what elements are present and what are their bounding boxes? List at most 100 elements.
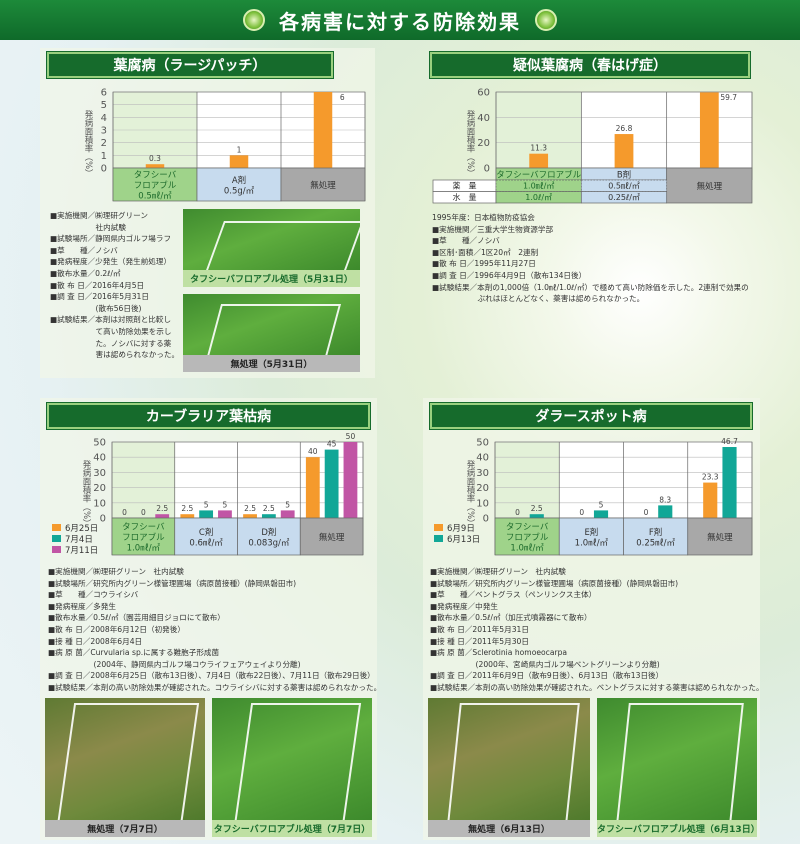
info-line: ■草 種／ノシバ xyxy=(432,236,500,246)
bar xyxy=(261,514,276,518)
bar xyxy=(155,514,170,518)
photo-caption: タフシーバフロアブル処理（5月31日） xyxy=(183,270,360,287)
category-label: 無処理 xyxy=(319,532,345,543)
y-tick-label: 10 xyxy=(93,498,106,509)
info-line: ■試験場所／静岡県内ゴルフ場ラフ xyxy=(50,234,172,244)
turf-photo xyxy=(428,698,590,820)
trial-info: ■実施機関／㈱理研グリーン 社内試験 ■試験場所／研究所内グリーン様管理圃場（病原… xyxy=(48,566,381,694)
bar xyxy=(305,457,320,518)
bar xyxy=(614,134,634,168)
info-line: ■実施機関／㈱理研グリーン 社内試験 xyxy=(430,567,566,576)
category-label: タフシーバ xyxy=(506,523,549,533)
info-line: ■接 種 日／2008年6月4日 xyxy=(48,636,143,646)
trial-info: ■実施機関／㈱理研グリーン 社内試験 ■試験場所／研究所内グリーン様管理圃場（病原… xyxy=(430,566,764,694)
data-label: 45 xyxy=(327,440,337,449)
photo-caption: タフシーバフロアブル処理（6月13日） xyxy=(597,820,760,837)
info-line: ■試験結果／本剤の高い防除効果が確認された。コウライシバに対する薬害は認められな… xyxy=(48,682,382,692)
legend-swatch xyxy=(434,524,443,531)
legend-label: 6月25日 xyxy=(65,524,98,534)
info-line: ■調 査 日／1996年4月9日（散布134日後） xyxy=(432,270,587,280)
category-label: タフシーバフロアブル xyxy=(496,170,581,181)
info-line: ■試験結果／本剤の1,000倍（1.0㎖/1.0ℓ/㎡）で極めて高い防除価を示し… xyxy=(432,282,749,292)
info-line: 害は認められなかった。 xyxy=(50,350,180,360)
page-title: 各病害に対する防除効果 xyxy=(279,9,521,34)
category-label: F剤 xyxy=(649,527,662,538)
info-line: ■草 種／ベントグラス（ペンリンクス主体） xyxy=(430,590,597,600)
y-tick-label: 50 xyxy=(93,438,106,449)
category-label: 無処理 xyxy=(310,180,336,191)
category-cell xyxy=(280,167,366,202)
info-line: ■散布水量／0.2ℓ/㎡ xyxy=(50,268,121,278)
info-line: ■実施機関／㈱理研グリーン 社内試験 xyxy=(48,567,184,576)
data-label: 1 xyxy=(237,145,242,154)
bar xyxy=(280,510,295,518)
category-label: フロアブル xyxy=(134,180,177,191)
dosage-value: 1.0ℓ/㎡ xyxy=(525,193,552,202)
photo-caption: 無処理（7月7日） xyxy=(45,820,205,837)
data-label: 0 xyxy=(122,508,127,517)
legend-swatch xyxy=(434,535,443,542)
legend-label: 6月13日 xyxy=(447,535,480,545)
info-line: ■散布水量／0.5ℓ/㎡（園芸用細目ジョロにて散布） xyxy=(48,613,225,623)
row-label: 水 量 xyxy=(453,192,477,202)
y-tick-label: 30 xyxy=(93,468,106,479)
turf-photo xyxy=(45,698,205,820)
bar xyxy=(699,92,719,168)
info-line: ■散 布 日／1995年11月27日 xyxy=(432,259,536,269)
info-line: 社内試験 xyxy=(50,222,126,232)
info-line: ■区制･面積／1区20㎡ 2連制 xyxy=(432,247,539,257)
bar xyxy=(658,505,673,518)
data-label: 2.5 xyxy=(531,504,543,513)
photo-caption: 無処理（6月13日） xyxy=(428,820,590,837)
category-label: フロアブル xyxy=(506,532,549,543)
info-line: ■調 査 日／2016年5月31日 xyxy=(50,292,149,302)
y-tick-label: 2 xyxy=(101,138,107,149)
category-label: D剤 xyxy=(261,527,276,538)
highlight-column-bg xyxy=(495,442,560,518)
data-label: 2.5 xyxy=(156,504,168,513)
category-label: タフシーバ xyxy=(122,523,165,533)
y-tick-label: 40 xyxy=(476,453,489,464)
data-label: 5 xyxy=(204,500,209,509)
section-title: 葉腐病（ラージパッチ） xyxy=(47,52,333,78)
turf-photo xyxy=(597,698,757,820)
info-line: ■散 布 日／2008年6月12日（初発後） xyxy=(48,624,185,634)
info-line: ■接 種 日／2011年5月30日 xyxy=(430,636,529,646)
data-label: 26.8 xyxy=(616,124,633,133)
bar xyxy=(229,155,249,168)
info-line: (2000年、宮崎県内ゴルフ場ベントグリーンより分離) xyxy=(430,659,660,669)
info-line: (2004年、静岡県内ゴルフ場コウライフェアウェイより分離) xyxy=(48,659,301,669)
y-tick-label: 0 xyxy=(484,164,490,175)
info-line: ■病 原 菌／Sclerotinia homoeocarpa xyxy=(430,648,568,658)
info-line: ■散 布 日／2016年4月5日 xyxy=(50,280,145,290)
category-label: 0.6㎖/㎡ xyxy=(189,538,223,548)
data-label: 2.5 xyxy=(244,504,256,513)
category-label: B剤 xyxy=(617,170,631,181)
legend-label: 7月4日 xyxy=(65,535,93,545)
bar xyxy=(593,510,609,518)
info-line: ■実施機関／三重大学生物資源学部 xyxy=(432,224,554,234)
dosage-value: 0.5㎖/㎡ xyxy=(608,182,639,191)
info-line: ■試験結果／本剤の高い防除効果が確認された。ベントグラスに対する薬害は認められな… xyxy=(430,682,764,692)
info-line: ■試験場所／研究所内グリーン様管理圃場（病原菌接種）(静岡県磐田市) xyxy=(430,578,679,588)
photo-caption: 無処理（5月31日） xyxy=(183,355,360,372)
section-title: カーブラリア葉枯病 xyxy=(47,403,370,429)
category-cell xyxy=(112,167,198,202)
y-tick-label: 5 xyxy=(101,100,107,111)
data-label: 0 xyxy=(515,508,520,517)
y-tick-label: 10 xyxy=(476,498,489,509)
bar xyxy=(145,164,165,168)
bar xyxy=(343,442,358,518)
y-tick-label: 0 xyxy=(100,514,106,525)
gem-icon xyxy=(243,9,265,31)
info-line: て高い防除効果を示し xyxy=(50,326,172,336)
category-label: A剤 xyxy=(232,175,246,186)
category-cell xyxy=(666,167,753,204)
y-tick-label: 0 xyxy=(483,514,489,525)
section-title: 疑似葉腐病（春はげ症） xyxy=(430,52,750,78)
category-cell xyxy=(558,517,624,556)
info-line: ■調 査 日／2011年6月9日（散布9日後）、6月13日（散布13日後） xyxy=(430,671,664,681)
category-label: C剤 xyxy=(199,527,213,538)
category-cell xyxy=(623,517,689,556)
y-tick-label: 0 xyxy=(101,164,107,175)
